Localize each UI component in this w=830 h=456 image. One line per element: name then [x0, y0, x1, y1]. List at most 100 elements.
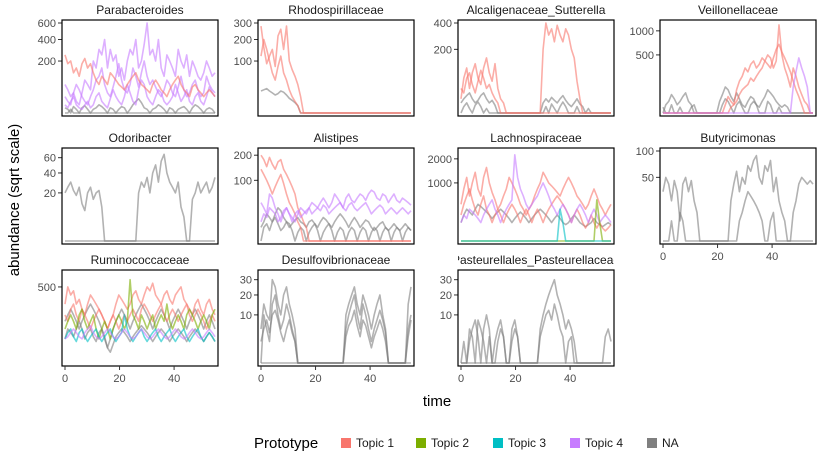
panel-veillonellaceae: Veillonellaceae 500 1000 [630, 3, 817, 117]
panel-parabacteroides: Parabacteroides 200 400 600 [38, 3, 219, 117]
panel-rhodospirillaceae: Rhodospirillaceae 100 200 300 [234, 3, 415, 117]
y-tick-label: 400 [434, 18, 452, 30]
y-tick-label: 50 [642, 172, 654, 184]
x-tick-label: 20 [113, 373, 125, 385]
y-tick-label: 200 [434, 44, 452, 56]
y-tick-label: 600 [38, 18, 56, 30]
panel-title-butyricimonas: Butyricimonas [700, 131, 775, 145]
y-tick-label: 200 [234, 150, 252, 162]
y-tick-label: 10 [240, 310, 252, 322]
legend-swatch [416, 438, 426, 448]
series-line-topic-4 [64, 79, 216, 111]
legend-label: Topic 1 [356, 436, 394, 450]
x-tick-label: 40 [766, 251, 778, 263]
y-tick-label: 300 [234, 18, 252, 30]
legend-item-topic-2: Topic 2 [416, 436, 469, 450]
series-line-topic-4 [663, 57, 813, 114]
series-group [460, 22, 611, 114]
panel-border [257, 19, 415, 117]
panel-desulfovibrionaceae: Desulfovibrionaceae 10 20 30 0 20 40 [240, 253, 415, 385]
series-group [260, 25, 411, 114]
y-tick-label: 100 [636, 146, 654, 158]
y-tick-label: 20 [44, 188, 56, 200]
panel-title-lachnospiraceae: Lachnospiraceae [490, 131, 582, 145]
panel-odoribacter: Odoribacter 20 40 60 [44, 131, 219, 245]
series-line-topic-1 [460, 69, 611, 114]
series-line-na [64, 153, 216, 242]
legend-swatch [647, 438, 657, 448]
y-tick-label: 30 [440, 275, 452, 287]
series-line-topic-2 [64, 278, 216, 340]
series-line-topic-1 [260, 168, 411, 242]
y-tick-label: 500 [636, 50, 654, 62]
y-tick-label: 400 [38, 35, 56, 47]
legend-label: Topic 4 [585, 436, 623, 450]
series-group [260, 278, 412, 364]
panel-border [257, 147, 415, 245]
y-tick-label: 20 [440, 290, 452, 302]
legend-title: Prototype [254, 435, 318, 452]
legend-swatch [493, 438, 503, 448]
series-line-na [260, 294, 412, 364]
series-line-na [662, 86, 813, 114]
series-line-topic-1 [64, 54, 216, 98]
panel-title-desulfovibrionaceae: Desulfovibrionaceae [282, 253, 391, 267]
series-line-na [260, 216, 412, 242]
y-axis-title: abundance (sqrt scale) [6, 124, 23, 277]
panel-border [457, 19, 615, 117]
y-tick-label: 10 [440, 310, 452, 322]
series-group [662, 154, 814, 242]
panel-title-rhodospirillaceae: Rhodospirillaceae [288, 3, 384, 17]
y-tick-label: 1000 [428, 178, 452, 190]
legend: Prototype Topic 1 Topic 2 Topic 3 Topic 4 NA [254, 435, 679, 452]
panel-border [61, 269, 219, 367]
facet-panels: Parabacteroides200400600Rhodospirillacea… [38, 3, 817, 385]
series-line-topic-1 [460, 188, 612, 232]
panel-title-alcaligenaceae-sutterella: Alcaligenaceae_Sutterella [467, 3, 606, 17]
y-tick-label: 20 [240, 290, 252, 302]
x-tick-label: 20 [509, 373, 521, 385]
x-tick-label: 0 [660, 251, 666, 263]
panel-title-odoribacter: Odoribacter [109, 131, 172, 145]
series-line-na [461, 278, 612, 364]
panel-border [659, 147, 817, 245]
y-tick-label: 200 [38, 56, 56, 68]
panel-lachnospiraceae: Lachnospiraceae 1000 2000 [428, 131, 615, 245]
series-line-na [460, 101, 611, 114]
y-tick-label: 500 [38, 282, 56, 294]
series-line-na [460, 92, 611, 114]
panel-pasteurellales-pasteurellaceae: Pasteurellales_Pasteurellaceae 10 20 30 0 20 4… [440, 253, 615, 385]
legend-label: NA [662, 436, 679, 450]
series-group [64, 278, 216, 354]
y-tick-label: 30 [240, 275, 252, 287]
series-line-topic-1 [460, 166, 612, 216]
panel-border [257, 269, 415, 367]
series-line-topic-4 [260, 201, 412, 223]
x-axis-title: time [423, 393, 451, 410]
series-line-na [260, 87, 411, 114]
series-line-topic-4 [460, 154, 612, 224]
x-tick-label: 40 [364, 373, 376, 385]
legend-swatch [341, 438, 351, 448]
legend-item-topic-4: Topic 4 [570, 436, 623, 450]
series-group [64, 153, 216, 242]
series-group [662, 24, 813, 114]
series-group [260, 154, 412, 242]
y-tick-label: 100 [234, 56, 252, 68]
series-line-topic-3 [461, 208, 611, 242]
series-line-na [663, 190, 813, 242]
panel-alistipes: Alistipes 100 200 [234, 131, 415, 245]
y-tick-label: 2000 [428, 154, 452, 166]
series-line-topic-1 [64, 303, 216, 330]
y-tick-label: 1000 [630, 26, 654, 38]
x-tick-label: 0 [62, 373, 68, 385]
panel-border [457, 147, 615, 245]
legend-item-na: NA [647, 436, 679, 450]
legend-swatch [570, 438, 580, 448]
panel-title-parabacteroides: Parabacteroides [96, 3, 183, 17]
x-tick-label: 40 [564, 373, 576, 385]
x-tick-label: 20 [309, 373, 321, 385]
panel-border [457, 269, 615, 367]
panel-title-ruminococcaceae: Ruminococcaceae [91, 253, 190, 267]
